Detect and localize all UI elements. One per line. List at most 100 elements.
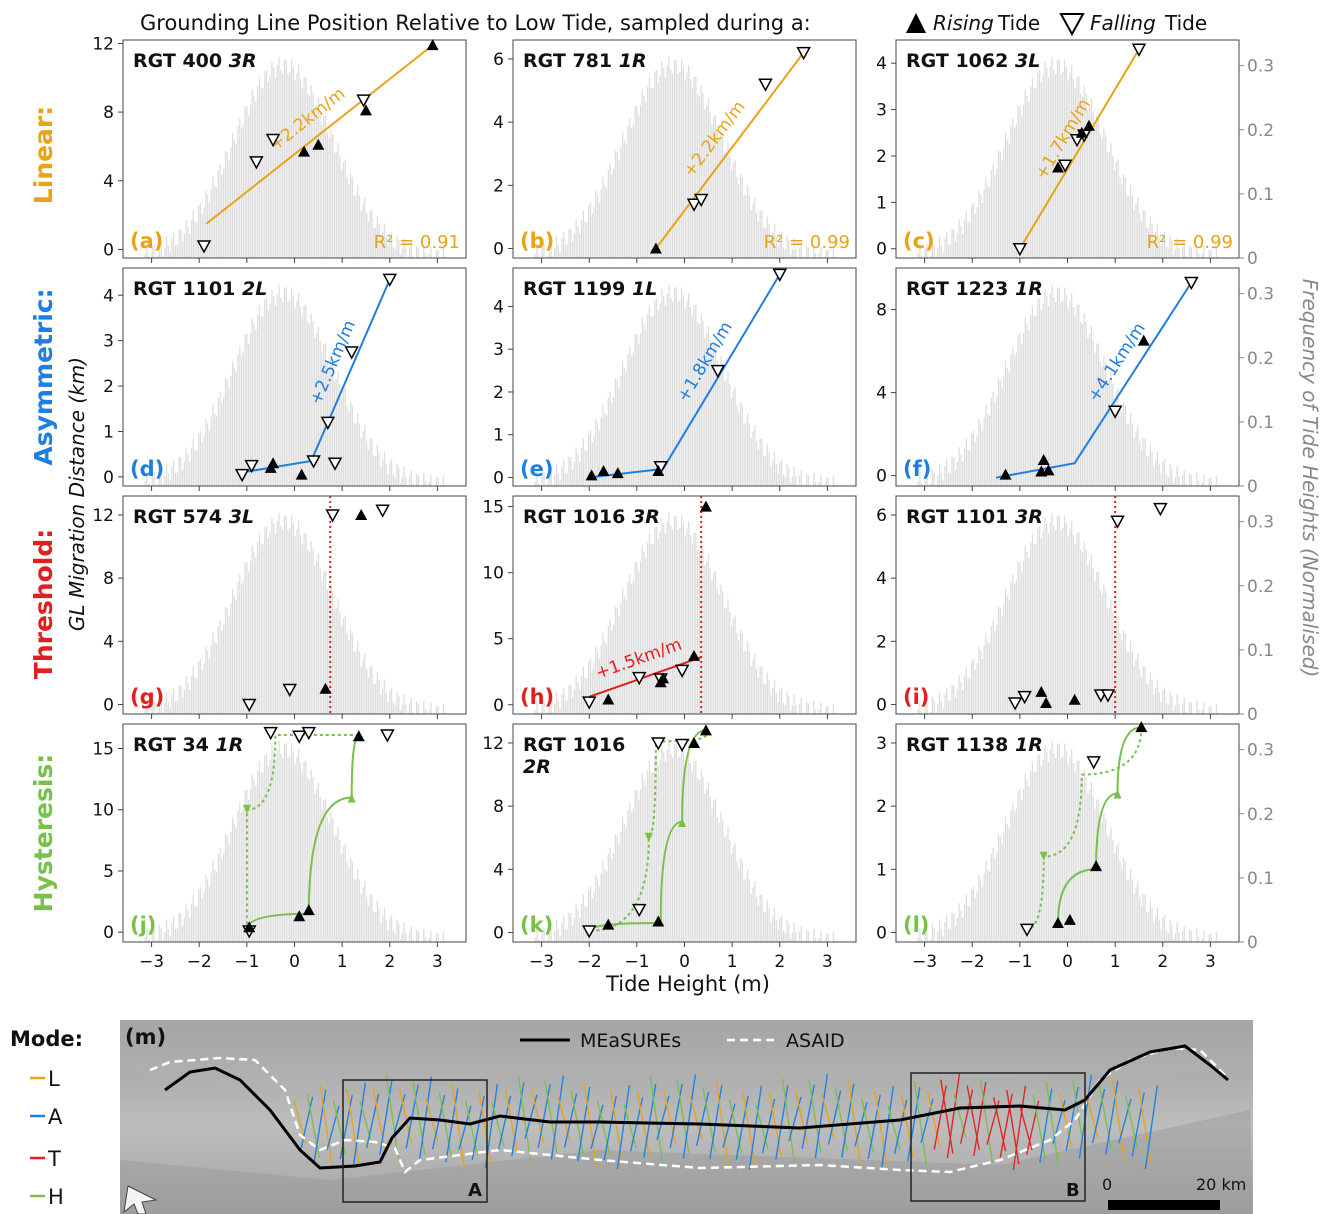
header-falling-key: Falling Tide [1059,11,1207,37]
histogram-bar [722,362,724,486]
histogram-bar [536,927,538,942]
histogram-bar [979,650,982,714]
histogram-bar [233,368,236,486]
transect-line [913,1080,928,1165]
histogram-bar [652,88,654,258]
histogram-bar [686,72,688,258]
histogram-bar [704,565,706,714]
x-axis-title: Tide Height (m) [605,972,770,996]
histogram-bar [600,417,602,486]
histogram-bar [240,356,243,486]
histogram-bar [944,238,946,258]
histogram-bar [262,88,264,258]
histogram-bar [1087,337,1089,486]
histogram-bar [203,663,205,714]
histogram-bar [561,238,563,258]
histogram-bar [1026,552,1028,714]
histogram-bar [312,548,314,714]
histogram-bar [360,438,362,486]
histogram-bar [546,483,549,486]
histogram-bar [942,480,944,486]
histogram-bar [153,243,155,258]
histogram-bar [337,370,339,486]
histogram-bar [1201,482,1203,486]
histogram-bar [559,936,561,942]
histogram-bar [929,939,932,942]
histogram-bar [577,454,579,486]
histogram-bar [346,176,348,258]
histogram-bar [1042,759,1044,942]
histogram-bar [428,938,430,942]
histogram-bar [963,904,966,942]
histogram-bar [1065,522,1068,714]
histogram-bar [390,231,393,258]
histogram-bar [779,234,781,258]
histogram-bar [1046,523,1048,714]
transect-line [662,1089,677,1144]
falling-tide-marker [356,94,371,108]
histogram-bar [258,77,261,259]
histogram-bar [148,483,150,486]
histogram-bar [666,65,668,258]
histogram-bar [251,317,253,486]
histogram-bar [280,753,282,942]
histogram-bar [228,388,230,486]
histogram-bar [969,678,971,714]
histogram-bar [1042,531,1044,714]
histogram-bar [1001,844,1003,942]
histogram-bar [627,582,629,714]
histogram-bar [933,472,935,486]
histogram-bar [616,607,618,714]
histogram-bar [224,834,227,942]
histogram-bar [670,753,672,942]
histogram-bar [348,412,350,486]
histogram-bar [1135,887,1137,942]
histogram-bar [398,240,400,258]
histogram-bar [176,244,178,258]
histogram-bar [541,931,543,942]
y-tick-label: 2 [493,383,504,403]
histogram-bar [777,701,779,714]
histogram-bar [201,214,203,258]
rising-tide-marker [295,468,308,480]
histogram-bar [931,696,934,714]
histogram-bar [673,743,676,942]
histogram-bar [931,240,934,258]
histogram-bar [224,150,227,258]
histogram-bar [194,905,196,942]
histogram-bar [779,918,781,942]
histogram-bar [996,852,998,942]
histogram-bar [711,352,713,486]
histogram-bar [663,751,665,942]
histogram-bar [1210,249,1212,258]
histogram-bar [210,873,212,942]
histogram-bar [802,940,804,942]
histogram-bar [786,463,788,486]
falling-tide-marker [1086,756,1101,770]
inset-box-a-label: A [468,1180,482,1201]
histogram-bar [1022,332,1025,486]
rising-tide-marker [585,469,598,481]
histogram-bar [650,88,652,258]
histogram-bar [688,521,690,714]
transect-line [768,1092,782,1157]
histogram-bar [550,928,552,942]
histogram-bar [1147,912,1150,942]
histogram-bar [1060,74,1062,259]
histogram-bar [921,483,923,486]
rising-tide-marker [1082,119,1095,131]
panel-letter: (h) [520,685,554,709]
histogram-bar [205,646,207,714]
histogram-bar [761,210,763,258]
histogram-bar [566,928,568,942]
histogram-bar [720,356,722,486]
panel-title-track: RGT 400 [133,50,222,72]
histogram-bar [659,531,661,714]
histogram-bar [999,835,1001,942]
histogram-bar [301,772,303,942]
histogram-bar [389,462,391,486]
histogram-bar [997,150,1000,258]
transect-line [1072,1080,1086,1155]
histogram-bar [663,523,665,714]
